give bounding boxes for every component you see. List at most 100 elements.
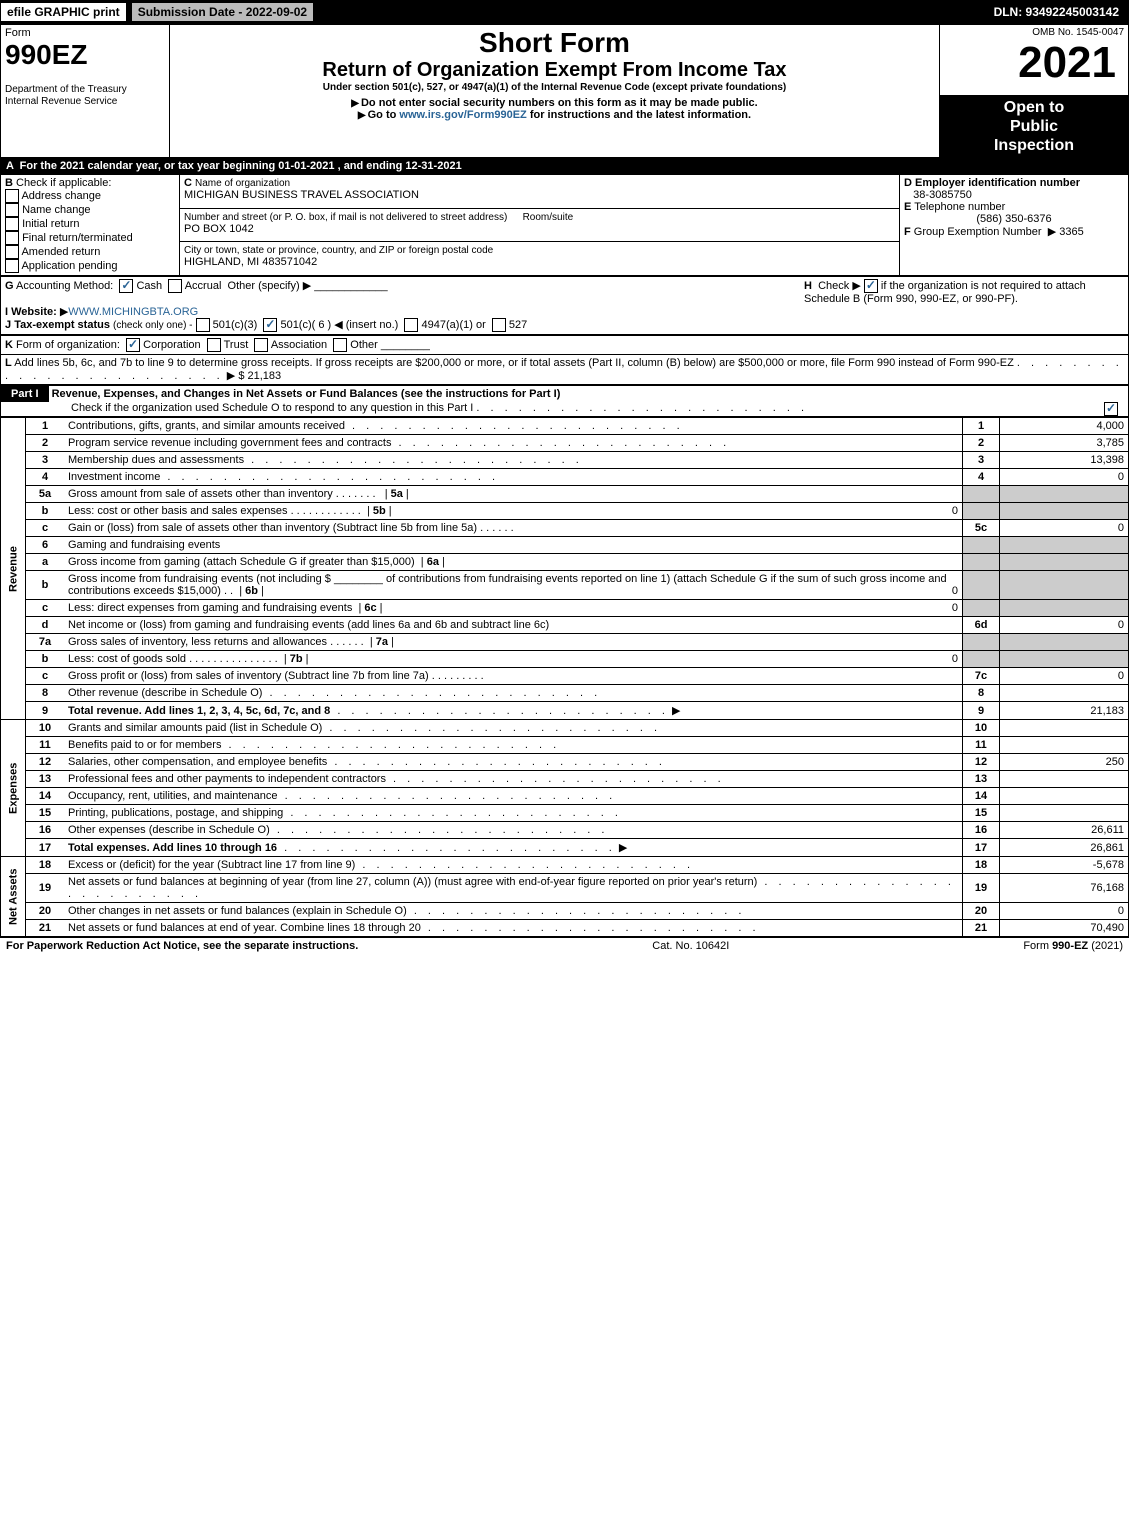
cb-pending[interactable] (5, 259, 19, 273)
line9-amt: 21,183 (1000, 702, 1129, 720)
line21-desc: Net assets or fund balances at end of ye… (68, 922, 421, 934)
line8-desc: Other revenue (describe in Schedule O) (68, 687, 262, 699)
tax-year: 2021 (944, 38, 1124, 88)
check-applicable-label: Check if applicable: (16, 177, 111, 189)
cb-cash[interactable]: ✓ (119, 279, 133, 293)
line11-desc: Benefits paid to or for members (68, 739, 221, 751)
line18-desc: Excess or (deficit) for the year (Subtra… (68, 859, 355, 871)
cb-address-change[interactable] (5, 189, 19, 203)
opt-pending: Application pending (21, 260, 117, 272)
line20-desc: Other changes in net assets or fund bala… (68, 905, 407, 917)
line18-amt: -5,678 (1000, 857, 1129, 874)
footer-center: Cat. No. 10642I (652, 940, 729, 952)
cb-501c[interactable]: ✓ (263, 318, 277, 332)
line1-desc: Contributions, gifts, grants, and simila… (68, 420, 345, 432)
website-link[interactable]: WWW.MICHINGBTA.ORG (68, 306, 198, 318)
cb-4947[interactable] (404, 318, 418, 332)
cb-schedule-o[interactable]: ✓ (1104, 402, 1118, 416)
opt-accrual: Accrual (185, 280, 222, 292)
cb-final-return[interactable] (5, 231, 19, 245)
part1-header: Part I Revenue, Expenses, and Changes in… (0, 385, 1129, 417)
k-block: K Form of organization: ✓ Corporation Tr… (0, 335, 1129, 385)
line7a-desc: Gross sales of inventory, less returns a… (68, 636, 327, 648)
telephone: (586) 350-6376 (904, 213, 1124, 225)
opt-name-change: Name change (22, 204, 91, 216)
line7b-desc: Less: cost of goods sold (68, 653, 186, 665)
line2-amt: 3,785 (1000, 435, 1129, 452)
dln: DLN: 93492245003142 (994, 5, 1129, 19)
line2-desc: Program service revenue including govern… (68, 437, 391, 449)
section-a: A For the 2021 calendar year, or tax yea… (0, 158, 1129, 174)
line4-amt: 0 (1000, 469, 1129, 486)
dept-label: Department of the Treasury Internal Reve… (5, 84, 127, 107)
opt-other-k: Other (350, 339, 378, 351)
cb-trust[interactable] (207, 338, 221, 352)
top-bar: efile GRAPHIC print Submission Date - 20… (0, 0, 1129, 24)
group-exemption: 3365 (1059, 226, 1083, 238)
line6b-pre: Gross income from fundraising events (no… (68, 573, 331, 585)
cb-corp[interactable]: ✓ (126, 338, 140, 352)
line3-amt: 13,398 (1000, 452, 1129, 469)
ssn-warning: Do not enter social security numbers on … (361, 97, 758, 109)
cb-amended[interactable] (5, 245, 19, 259)
part1-check-text: Check if the organization used Schedule … (1, 402, 473, 414)
line15-desc: Printing, publications, postage, and shi… (68, 807, 283, 819)
line16-amt: 26,611 (1000, 822, 1129, 839)
page-footer: For Paperwork Reduction Act Notice, see … (0, 937, 1129, 954)
opt-assoc: Association (271, 339, 327, 351)
part1-label: Part I (1, 386, 49, 402)
line19-amt: 76,168 (1000, 874, 1129, 903)
goto-link[interactable]: Go to www.irs.gov/Form990EZ for instruct… (368, 109, 751, 121)
form-number: 990EZ (5, 39, 88, 70)
line6c-desc: Less: direct expenses from gaming and fu… (68, 602, 352, 614)
line8-amt (1000, 685, 1129, 702)
line6-desc: Gaming and fundraising events (64, 537, 963, 554)
line21-amt: 70,490 (1000, 920, 1129, 937)
short-form-title: Short Form (174, 27, 935, 59)
line1-amt: 4,000 (1000, 418, 1129, 435)
cb-assoc[interactable] (254, 338, 268, 352)
netassets-label: Net Assets (1, 857, 26, 937)
revenue-label: Revenue (1, 418, 26, 720)
cb-527[interactable] (492, 318, 506, 332)
cb-name-change[interactable] (5, 203, 19, 217)
form-label: Form (5, 27, 31, 39)
i-label: Website: (11, 306, 57, 318)
opt-501c3: 501(c)(3) (213, 319, 258, 331)
opt-trust: Trust (224, 339, 249, 351)
line14-desc: Occupancy, rent, utilities, and maintena… (68, 790, 278, 802)
line20-amt: 0 (1000, 903, 1129, 920)
line19-desc: Net assets or fund balances at beginning… (68, 876, 757, 888)
g-label: Accounting Method: (16, 280, 113, 292)
cb-schedule-b[interactable]: ✓ (864, 279, 878, 293)
opt-amended: Amended return (21, 246, 100, 258)
c-label: Name of organization (195, 178, 290, 189)
efile-print[interactable]: efile GRAPHIC print (0, 2, 127, 22)
e-label: Telephone number (914, 201, 1005, 213)
line6c-subamt: 0 (952, 602, 958, 614)
subtitle: Under section 501(c), 527, or 4947(a)(1)… (174, 82, 935, 93)
opt-address-change: Address change (21, 190, 101, 202)
j-label: Tax-exempt status (14, 319, 110, 331)
cb-other[interactable] (333, 338, 347, 352)
line13-desc: Professional fees and other payments to … (68, 773, 386, 785)
cb-501c3[interactable] (196, 318, 210, 332)
line13-amt (1000, 771, 1129, 788)
line5a-desc: Gross amount from sale of assets other t… (68, 488, 333, 500)
line9-desc: Total revenue. Add lines 1, 2, 3, 4, 5c,… (68, 705, 330, 717)
line15-amt (1000, 805, 1129, 822)
line11-amt (1000, 737, 1129, 754)
ein: 38-3085750 (913, 189, 972, 201)
line7c-desc: Gross profit or (loss) from sales of inv… (68, 670, 429, 682)
l-text: Add lines 5b, 6c, and 7b to line 9 to de… (14, 357, 1014, 369)
cb-initial-return[interactable] (5, 217, 19, 231)
opt-501c: 501(c)( 6 ) ◀ (insert no.) (280, 319, 398, 331)
cb-accrual[interactable] (168, 279, 182, 293)
street: PO BOX 1042 (184, 223, 254, 235)
h-label: Check ▶ (818, 280, 861, 292)
line6b-subamt: 0 (952, 585, 958, 597)
form-header: Form 990EZ Department of the Treasury In… (0, 24, 1129, 158)
g-h-block: G Accounting Method: ✓ Cash Accrual Othe… (0, 276, 1129, 335)
line6a-desc: Gross income from gaming (attach Schedul… (68, 556, 415, 568)
line17-amt: 26,861 (1000, 839, 1129, 857)
